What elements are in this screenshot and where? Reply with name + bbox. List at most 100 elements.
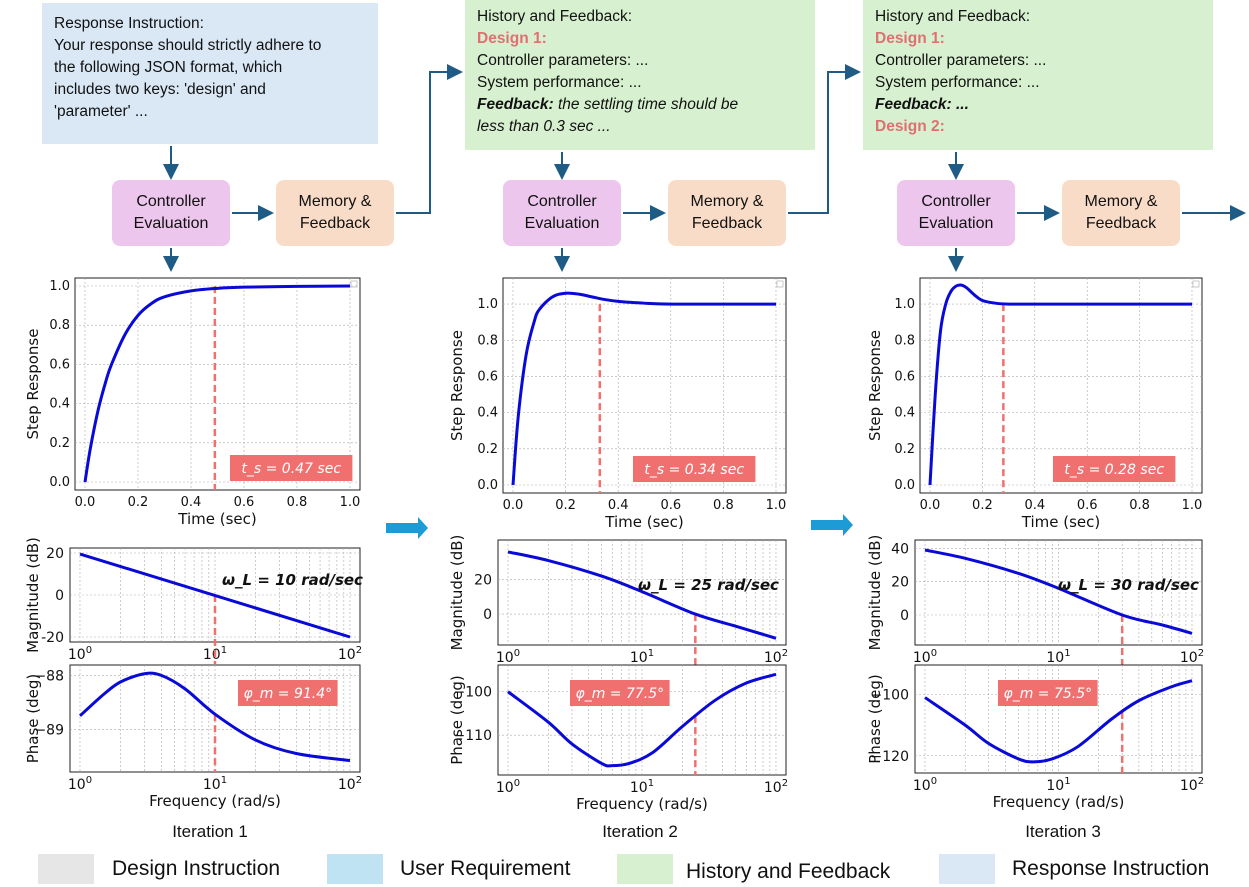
phase-ylabel: Phase (deg) [866,674,884,764]
step-xtick-label: 0.2 [128,495,149,510]
mag-ytick-label: 0 [900,608,909,624]
step-xtick-label: 0.4 [181,495,202,510]
response-heading: Response Instruction: [54,15,204,32]
step-ytick-label: 0.6 [894,369,915,384]
memory-feedback-box-3: Memory & Feedback [1062,180,1180,246]
magnitude-curve [507,550,777,640]
step-ytick-label: 1.0 [477,297,498,312]
legend-label-user-requirement: User Requirement [400,857,571,880]
step-xlabel: Time (sec) [604,513,683,531]
phase-xtick-label: 100 [913,776,937,794]
step-xtick-label: 0.2 [972,498,993,513]
phase-xtick-label: 102 [764,778,788,796]
step-plot-1: 0.0 0.2 0.4 0.6 0.8 1.0 0.0 0.2 0.4 0.6 0.8 1.0 Time… [24,278,360,528]
memory-feedback-box-1: Memory & Feedback [276,180,394,246]
mag-xtick-label: 100 [913,648,937,666]
phase-curve [507,672,777,768]
legend-stub [776,280,784,288]
settling-time-annotation-bg [633,456,756,482]
phase-ytick-label: −120 [871,749,909,765]
arrow-memory-to-history-2 [396,64,463,214]
legend-swatch-design-instruction [38,854,94,884]
evaluation-label: Evaluation [918,215,994,232]
arrow-memory-to-history-3 [788,64,861,214]
step-xlabel: Time (sec) [1021,513,1100,531]
memory-label: Memory & [690,193,764,210]
mag-ytick-label: 40 [891,541,909,557]
memory-label: Memory & [298,193,372,210]
phase-margin-annotation-text: φ_m = 77.5° [575,686,664,702]
phase-xlabel: Frequency (rad/s) [993,793,1125,811]
response-instruction-box: Response Instruction: Your response shou… [42,3,378,144]
mag-ylabel: Magnitude (dB) [448,535,466,651]
magnitude-plot-2: 0 20 100 101 102 Magnitude (dB) ω_L = 25 rad/s… [448,535,788,667]
history-heading: History and Feedback: [875,8,1031,25]
phase-plot-3: −120 −100 100 101 102 Frequency (rad/s) Phase … [866,665,1204,811]
phase-margin-annotation-bg [570,680,670,706]
magnitude-curve [924,548,1193,635]
phase-xlabel: Frequency (rad/s) [149,792,281,810]
phase-xtick-label: 101 [630,778,654,796]
feedback-label: Feedback [1085,215,1157,232]
crossover-annotation: ω_L = 10 rad/sec [222,571,363,589]
step-xtick-label: 0.4 [1024,498,1045,513]
phase-ytick-label: −100 [454,685,492,701]
step-xtick-label: 0.4 [608,498,629,513]
magnitude-plot-1: -20 0 20 100 101 102 Magnitude (dB) ω_L = 10 ra… [24,537,363,664]
step-ytick-label: 0.0 [477,478,498,493]
design-1-label: Design 1: [477,30,547,47]
feedback-text-2: less than 0.3 sec ... [477,118,611,135]
step-ytick-label: 0.6 [49,357,70,372]
design-2-label: Design 2: [875,118,945,135]
step-ytick-label: 0.2 [49,436,70,451]
step-xlabel: Time (sec) [177,510,256,528]
mag-ytick-label: 20 [46,546,64,562]
feedback-label: Feedback: [477,96,554,113]
step-xtick-label: 1.0 [340,495,361,510]
step-ylabel: Step Response [24,329,42,440]
phase-xtick-label: 100 [68,775,92,793]
phase-ytick-label: −88 [34,668,64,684]
step-xtick-label: 1.0 [1182,498,1203,513]
mag-xtick-label: 100 [68,645,92,663]
settling-time-annotation: t_s = 0.28 sec [1053,456,1176,482]
feedback-line: Feedback: the settling time should be [477,94,803,116]
phase-margin-annotation-text: φ_m = 75.5° [1003,686,1092,702]
step-xtick-label: 0.8 [713,498,734,513]
phase-xtick-label: 100 [496,778,520,796]
phase-ytick-label: −110 [454,728,492,744]
settling-time-annotation-bg [230,455,353,481]
controller-label: Controller [921,193,991,210]
mag-xtick-label: 101 [203,645,227,663]
phase-xtick-label: 101 [1046,776,1070,794]
step-xtick-label: 0.8 [1129,498,1150,513]
phase-margin-annotation: φ_m = 91.4° [238,680,338,706]
step-xtick-label: 0.6 [1077,498,1098,513]
phase-ytick-label: −100 [871,688,909,704]
crossover-annotation: ω_L = 25 rad/sec [638,576,779,594]
legend-stub [1192,280,1200,288]
step-response-curve [83,284,351,483]
step-xtick-label: 0.6 [660,498,681,513]
controller-evaluation-box-3: Controller Evaluation [897,180,1015,246]
step-ytick-label: 1.0 [49,279,70,294]
crossover-annotation: ω_L = 30 rad/sec [1058,576,1199,594]
legend-stub [350,280,358,288]
step-response-curve [928,283,1192,486]
mag-ytick-label: 0 [55,588,64,604]
mag-xtick-label: 101 [630,648,654,666]
mag-ytick-label: -20 [41,630,64,646]
phase-ylabel: Phase (deg) [24,674,42,764]
memory-label: Memory & [1084,193,1158,210]
response-line-4: 'parameter' ... [54,103,148,120]
phase-margin-annotation: φ_m = 77.5° [570,680,670,706]
legend-label-history-feedback: History and Feedback [686,860,891,883]
mag-xtick-label: 102 [764,648,788,666]
settling-time-annotation-bg [1053,456,1176,482]
controller-evaluation-box-2: Controller Evaluation [503,180,621,246]
mag-ytick-label: 20 [474,573,492,589]
response-line-1: Your response should strictly adhere to [54,37,322,54]
feedback-label: Feedback: ... [875,96,969,113]
feedback-text: the settling time should be [553,96,739,113]
